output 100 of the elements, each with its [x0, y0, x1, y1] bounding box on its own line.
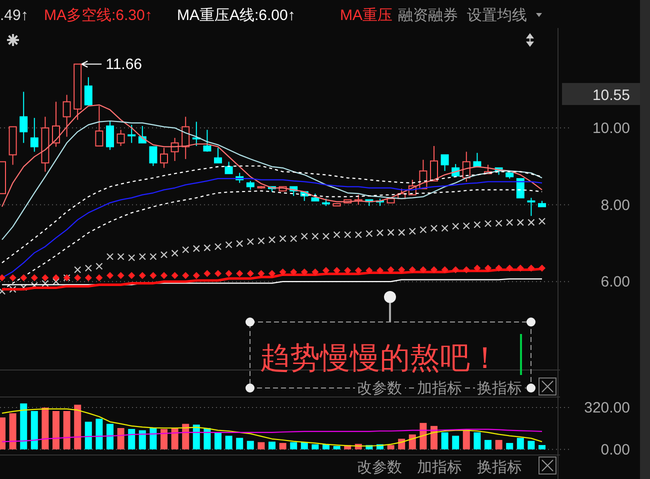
point: [42, 280, 49, 288]
point: [236, 270, 244, 278]
bar: [290, 442, 298, 450]
bar: [84, 422, 92, 450]
point: [516, 218, 524, 226]
candlestick: [41, 116, 50, 172]
text: .49↑: [0, 7, 28, 24]
y-tick-label: 6.00: [600, 274, 630, 291]
point: [42, 274, 49, 282]
bar: [204, 428, 211, 450]
point: [376, 229, 384, 236]
bar: [138, 430, 146, 450]
point: [441, 266, 448, 274]
annotation: 趋势慢慢的熬吧！: [260, 342, 500, 375]
point: [495, 220, 502, 227]
point: [420, 226, 427, 234]
point: [30, 274, 38, 282]
point: [214, 270, 222, 278]
point: [279, 268, 286, 276]
point: [300, 268, 308, 276]
point: [96, 274, 103, 282]
point: [106, 253, 114, 260]
point: [322, 232, 330, 240]
bar: [192, 424, 200, 450]
point: [258, 237, 265, 244]
point: [106, 272, 114, 279]
text: 加指标: [417, 459, 462, 476]
point: [117, 272, 124, 279]
bar: [30, 411, 38, 450]
point: [312, 232, 319, 240]
point: [300, 232, 308, 240]
bar: [52, 411, 60, 450]
point: [128, 254, 136, 262]
point: [398, 266, 406, 274]
point: [117, 253, 124, 260]
point: [9, 286, 16, 293]
point: [171, 250, 178, 257]
point: [138, 272, 146, 279]
point: [290, 268, 298, 276]
point: [74, 274, 82, 282]
annotation: 加指标: [417, 380, 462, 397]
bar: [9, 413, 16, 450]
bar: [150, 428, 157, 450]
point: [9, 274, 16, 282]
point: [279, 235, 286, 242]
bar: [474, 432, 481, 450]
point: [462, 266, 470, 274]
point: [333, 266, 340, 274]
bar: [408, 434, 416, 450]
bar: [74, 404, 82, 450]
line-series: [1, 428, 543, 442]
point: [84, 274, 92, 282]
point: [430, 266, 438, 274]
bar: [528, 440, 535, 450]
bar: [420, 422, 427, 450]
line-series: [1, 408, 543, 447]
point: [258, 270, 265, 278]
text: MA多空线:6.30↑: [44, 7, 152, 24]
point: [204, 244, 211, 252]
candlestick: [62, 94, 71, 138]
point: [474, 264, 481, 272]
bar: [441, 432, 448, 450]
point: [160, 251, 168, 258]
point: [354, 266, 362, 274]
line-series: [1, 120, 543, 240]
point: [387, 228, 394, 236]
point: [495, 264, 502, 272]
bar: [333, 446, 340, 450]
point: [538, 264, 546, 272]
candlestick: [128, 124, 136, 144]
bar: [268, 442, 276, 450]
candlestick: [20, 91, 28, 144]
point: [376, 266, 384, 274]
bar: [171, 428, 178, 450]
text: 10.55: [592, 87, 630, 104]
point: [225, 270, 232, 278]
bar: [279, 442, 286, 450]
point: [344, 231, 352, 238]
point: [354, 231, 362, 238]
point: [441, 224, 448, 232]
bar: [63, 411, 70, 450]
bar: [516, 438, 524, 450]
point: [506, 218, 514, 226]
point: [516, 264, 524, 272]
bar: [106, 424, 114, 450]
point: [84, 264, 92, 272]
text: 设置均线: [467, 7, 527, 24]
bar: [246, 440, 254, 450]
point: [528, 218, 535, 226]
point: [430, 224, 438, 232]
point: [366, 230, 373, 238]
bar: [214, 432, 222, 450]
point: [538, 218, 546, 225]
bar: [387, 445, 394, 450]
bar: [258, 442, 265, 450]
bar: [128, 428, 136, 450]
bar: [182, 424, 190, 450]
bar: [225, 436, 232, 450]
text: 融资融券: [398, 7, 458, 24]
annotation: 改参数: [357, 380, 402, 397]
